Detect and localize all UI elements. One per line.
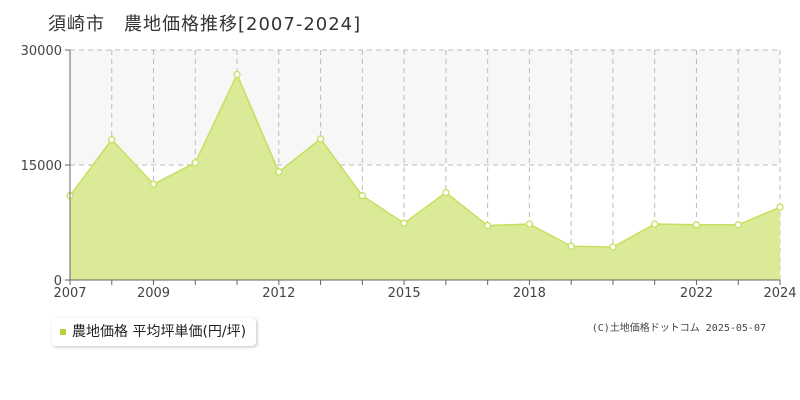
legend: 農地価格 平均坪単価(円/坪) [52, 318, 257, 346]
x-tick-label: 2024 [763, 286, 796, 301]
data-point [442, 188, 450, 197]
data-point [149, 180, 158, 188]
data-point [108, 136, 116, 144]
data-point [567, 242, 575, 250]
copyright-text: (C)土地価格ドットコム 2025-05-07 [591, 323, 766, 334]
upper-band-group [70, 50, 780, 165]
horizontal-gridlines [70, 49, 780, 166]
data-point [275, 168, 283, 176]
y-tick-label: 0 [54, 274, 62, 289]
y-tick-label: 30000 [21, 44, 62, 59]
data-point [191, 159, 199, 167]
x-tick-label: 2015 [388, 286, 421, 301]
legend-label: 農地価格 平均坪単価(円/坪) [72, 324, 247, 340]
x-tick-label: 2009 [137, 286, 170, 301]
data-point [525, 220, 534, 228]
data-point [734, 221, 742, 229]
data-point [358, 192, 367, 200]
data-point [316, 135, 325, 143]
x-tick-label: 2012 [262, 286, 295, 301]
data-point [609, 243, 617, 251]
axes-group [65, 49, 781, 285]
y-tick-labels: 0 15000 30000 [21, 44, 62, 289]
data-point [651, 220, 659, 228]
y-tick-label: 15000 [21, 159, 62, 174]
series-line [69, 72, 781, 248]
data-point [400, 219, 408, 227]
data-point [692, 221, 701, 229]
data-point [483, 221, 492, 230]
x-tick-label: 2022 [680, 286, 713, 301]
x-tick-label: 2007 [53, 286, 86, 301]
x-tick-label: 2018 [513, 286, 546, 301]
x-tick-labels: 2007 2009 2012 2015 2018 2022 2024 [53, 286, 796, 301]
grid-band [70, 50, 780, 165]
chart-title: 須崎市 農地価格推移[2007-2024] [48, 14, 362, 35]
data-point [776, 203, 784, 211]
data-point [233, 70, 241, 79]
series-area [70, 74, 780, 281]
series-group [66, 70, 784, 281]
legend-swatch [60, 329, 66, 335]
